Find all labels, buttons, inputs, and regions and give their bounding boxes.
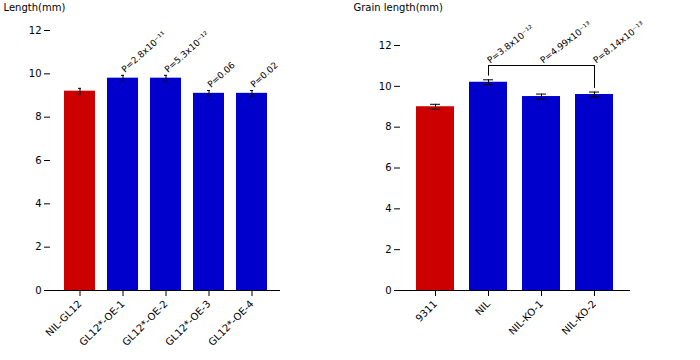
svg-text:2: 2 [35, 241, 41, 252]
svg-text:P=0.02: P=0.02 [249, 60, 280, 90]
svg-text:P=5.3x10⁻¹²: P=5.3x10⁻¹² [163, 29, 212, 74]
svg-text:GL12*-OE-3: GL12*-OE-3 [163, 298, 213, 348]
svg-text:12: 12 [379, 40, 392, 51]
svg-text:GL12*-OE-4: GL12*-OE-4 [206, 298, 256, 348]
svg-text:12: 12 [29, 25, 42, 36]
svg-text:0: 0 [385, 285, 391, 296]
svg-text:NIL-KO-1: NIL-KO-1 [507, 298, 546, 337]
svg-text:P=3.8x10⁻¹²: P=3.8x10⁻¹² [485, 23, 536, 66]
svg-text:GL12*-OE-1: GL12*-OE-1 [77, 298, 127, 348]
svg-text:NIL: NIL [473, 298, 492, 317]
svg-text:P=0.06: P=0.06 [206, 60, 237, 90]
svg-text:Length(mm): Length(mm) [4, 2, 66, 13]
svg-text:GL12*-OE-2: GL12*-OE-2 [120, 298, 170, 348]
svg-text:P=4.99x10⁻¹³: P=4.99x10⁻¹³ [538, 19, 593, 65]
svg-text:0: 0 [35, 285, 41, 296]
svg-text:6: 6 [385, 162, 391, 173]
svg-text:4: 4 [385, 203, 391, 214]
svg-text:P=2.8x10⁻¹¹: P=2.8x10⁻¹¹ [120, 29, 169, 74]
svg-text:NIL-KO-2: NIL-KO-2 [560, 298, 599, 337]
svg-text:NIL-GL12: NIL-GL12 [43, 298, 83, 338]
svg-text:P=8.14x10⁻¹³: P=8.14x10⁻¹³ [591, 19, 646, 65]
svg-text:9311: 9311 [413, 298, 439, 324]
svg-text:2: 2 [385, 244, 391, 255]
svg-text:10: 10 [379, 81, 392, 92]
svg-text:Grain length(mm): Grain length(mm) [354, 2, 444, 13]
svg-text:10: 10 [29, 68, 42, 79]
svg-text:4: 4 [35, 198, 41, 209]
svg-text:6: 6 [35, 155, 41, 166]
svg-text:8: 8 [35, 111, 41, 122]
svg-text:8: 8 [385, 121, 391, 132]
